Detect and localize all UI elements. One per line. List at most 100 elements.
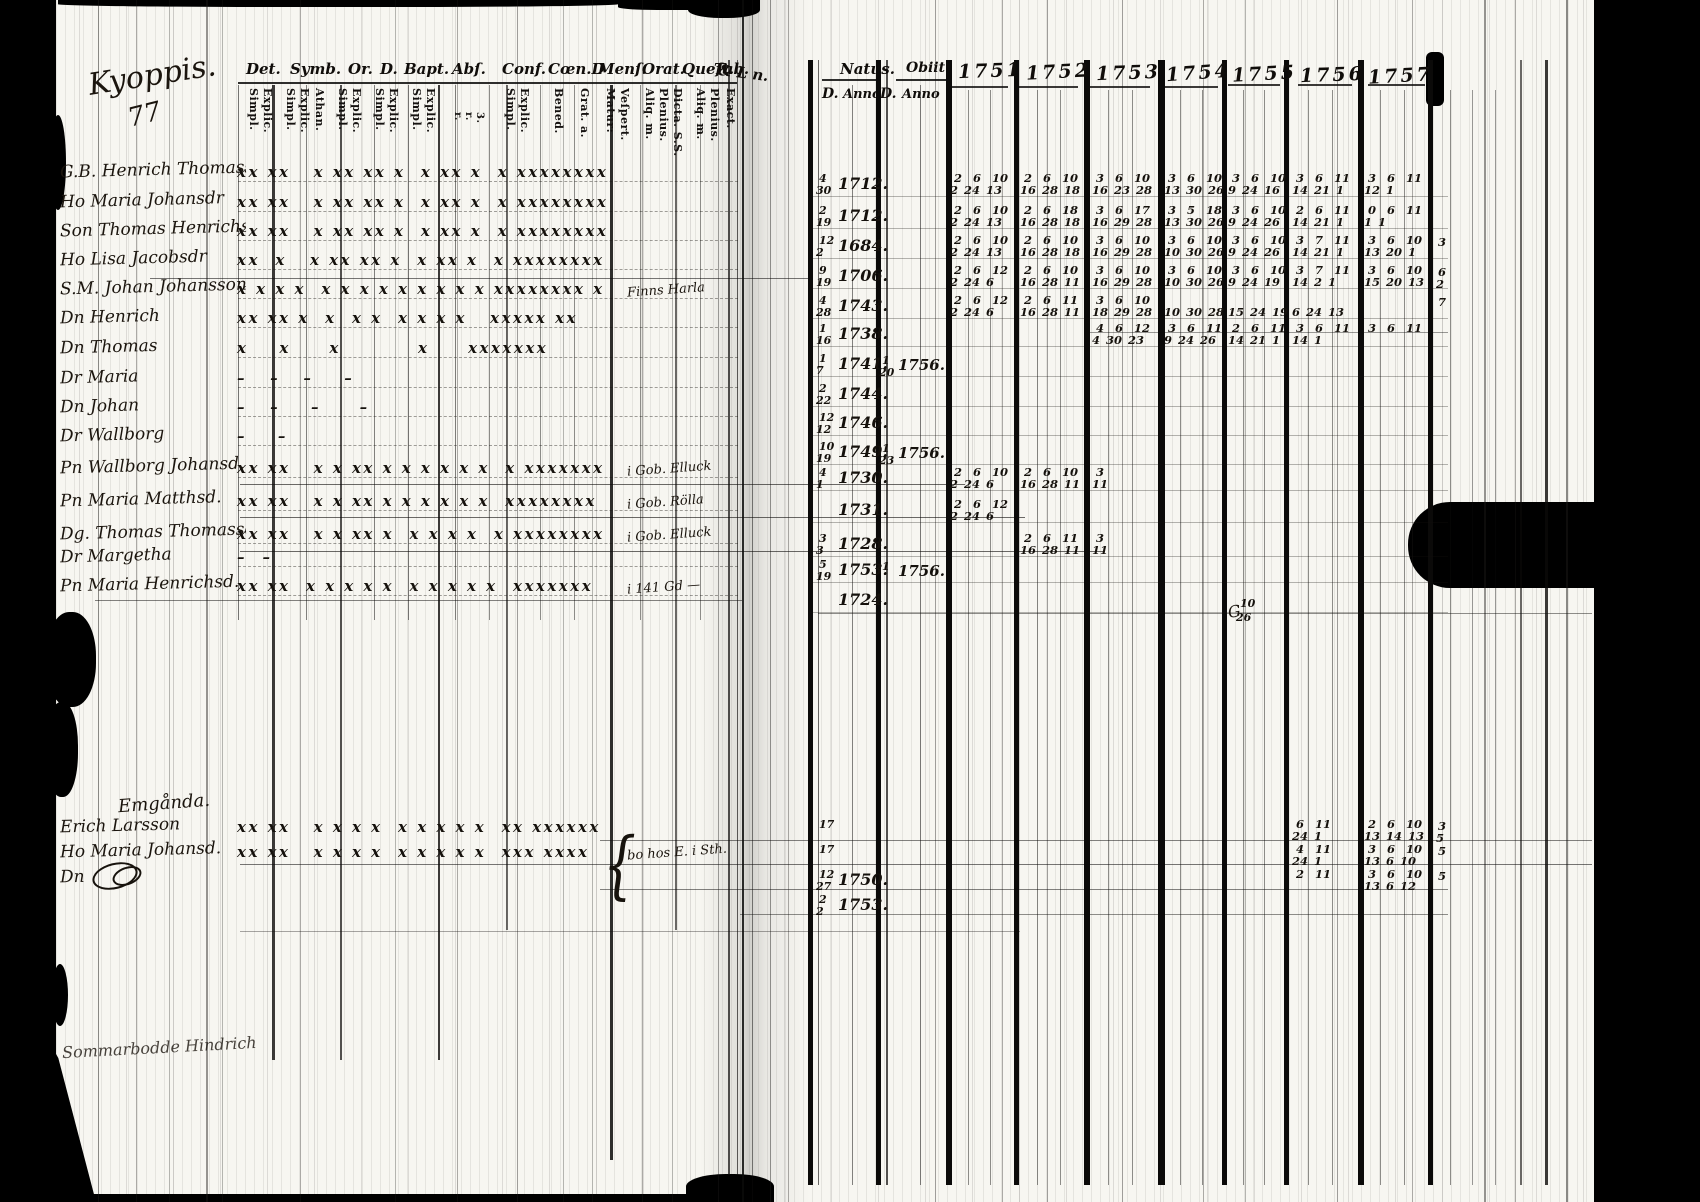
- row-guide-line: [238, 211, 738, 212]
- natus-month: 22: [816, 394, 832, 407]
- rule-vertical: [728, 60, 730, 1175]
- year-cell-bottom: 1 1: [1364, 215, 1387, 229]
- natus-month: 19: [816, 276, 832, 289]
- natus-month: 19: [816, 570, 832, 583]
- obiit-month: 23: [879, 454, 895, 467]
- scan-streak: [206, 0, 208, 1202]
- rule-vertical: [752, 0, 753, 1202]
- row-guide-line: [238, 445, 738, 446]
- row-xmarks: xx x x xx xx x x xx x x xxxxxxxx: [237, 251, 605, 269]
- year-cell-top: 3 6 10: [1232, 171, 1287, 185]
- column-header: Bapt.: [404, 60, 450, 78]
- extra-value: 3: [1438, 235, 1447, 249]
- row-guide-line: [810, 318, 1448, 319]
- rule-horizontal: [240, 484, 965, 485]
- row-guide-line: [238, 416, 738, 417]
- column-subheader: Plenius.: [657, 88, 670, 142]
- year-cell-bottom: 9 24 16: [1228, 183, 1281, 197]
- year-cell-bottom: 2 24 13: [950, 215, 1003, 229]
- year-cell-bottom: 24 1: [1292, 854, 1323, 868]
- year-cell-top: 2 6 10: [1024, 171, 1079, 185]
- scan-streak: [98, 0, 99, 1202]
- natus-anno: 1746.: [838, 413, 889, 432]
- column-subheader: Matur:: [604, 88, 617, 134]
- year-cell-bottom: 16 28 11: [1020, 275, 1081, 289]
- natus-day: 4: [819, 172, 827, 185]
- year-cell-bottom: 13 30 26: [1164, 183, 1225, 197]
- natus-day: 1: [819, 352, 827, 365]
- column-subheader: Explic.: [387, 88, 400, 134]
- year-cell-top: 3 6 10: [1368, 233, 1423, 247]
- column-header: Symb.: [290, 60, 342, 78]
- rule-vertical: [438, 85, 440, 1060]
- natus-day: 12: [819, 868, 835, 881]
- row-xmarks: xx xx x x x x x x x x x xx xxxxxx: [237, 818, 601, 836]
- column-subheader: Aliq. m.: [694, 88, 707, 140]
- scan-streak: [642, 0, 643, 1202]
- rule-horizontal: [818, 613, 1592, 614]
- film-black-mask: [58, 0, 618, 7]
- rule-vertical: [1108, 90, 1109, 1185]
- year-cell-top: 2 6 10: [954, 465, 1009, 479]
- year-cell-bottom: 10 30 26: [1164, 245, 1225, 259]
- natus-month: 12: [816, 423, 832, 436]
- year-header: 1757: [1367, 63, 1434, 89]
- year-cell-bottom: 9 24 26: [1228, 215, 1281, 229]
- year-cell-top: 3 6 11: [1296, 171, 1351, 185]
- year-cell-bottom: 2 24 6: [950, 305, 995, 319]
- year-cell-top: 2 6 11: [1296, 203, 1351, 217]
- row-guide-line: [810, 435, 1448, 436]
- year-cell-top: 3 6 10: [1368, 842, 1423, 856]
- natus-month: 27: [816, 880, 832, 893]
- column-subheader: Explic.: [298, 88, 311, 134]
- year-cell-top: 3 6 17: [1096, 203, 1151, 217]
- rule-vertical: [1084, 60, 1090, 1185]
- scan-streak: [1337, 0, 1338, 1202]
- scan-streak: [1002, 0, 1003, 1202]
- year-cell-top: 2 6 18: [1024, 203, 1079, 217]
- year-cell-top: 2 6 10: [1024, 263, 1079, 277]
- rule-vertical: [742, 0, 744, 1202]
- year-cell-bottom: 16 28 18: [1020, 183, 1081, 197]
- row-guide-line: [238, 181, 738, 182]
- row-guide-line: [810, 258, 1448, 259]
- extra-value: 2: [1436, 277, 1445, 291]
- natus-month: 1: [816, 478, 824, 491]
- year-cell-bottom: 2 24 6: [950, 509, 995, 523]
- film-black-mask: [1408, 502, 1598, 588]
- scan-streak: [770, 0, 771, 1202]
- rule-vertical: [238, 85, 239, 620]
- natus-day-subheader: D.: [822, 86, 839, 102]
- year-cell-bottom: 9 24 26: [1228, 245, 1281, 259]
- natus-anno: 1684.: [838, 236, 889, 255]
- obiit-day: 1: [882, 560, 890, 573]
- year-cell-bottom: 13 6 10: [1364, 854, 1417, 868]
- scan-streak: [457, 0, 458, 1202]
- rule-vertical: [489, 85, 490, 620]
- rule-vertical: [1202, 90, 1203, 1185]
- year-cell-top: 2 6 12: [954, 497, 1009, 511]
- rule-vertical: [968, 90, 969, 1185]
- obiit-anno: 1756.: [898, 562, 945, 580]
- year-cell-bottom: 14 21 1: [1228, 333, 1281, 347]
- rule-vertical: [1358, 60, 1364, 1185]
- scan-streak: [1245, 0, 1246, 1202]
- year-cell-top: 3 6 10: [1232, 203, 1287, 217]
- year-cell-bottom: 13 20 1: [1364, 245, 1417, 259]
- natus-month: 19: [816, 216, 832, 229]
- rule-horizontal: [740, 914, 1448, 915]
- extra-value: 5: [1438, 869, 1447, 883]
- column-subheader: Aliq. m.: [643, 88, 656, 140]
- year-cell-top: 3 6 10: [1168, 171, 1223, 185]
- year-cell-bottom: 14 2 1: [1292, 275, 1337, 289]
- rule-vertical: [1332, 90, 1333, 1185]
- column-subheader: r.: [452, 112, 463, 121]
- extra-value: 5: [1436, 831, 1445, 845]
- year-cell-top: 3 6 10: [1096, 233, 1151, 247]
- column-subheader: 3.: [474, 112, 485, 124]
- rule-horizontal: [1368, 84, 1425, 86]
- natus-day: 10: [819, 440, 835, 453]
- column-header: Tab.: [714, 60, 750, 78]
- row-xmarks: xx xx x xx xx x x xx x x xxxxxxxx: [237, 163, 609, 181]
- rule-vertical: [920, 85, 921, 1185]
